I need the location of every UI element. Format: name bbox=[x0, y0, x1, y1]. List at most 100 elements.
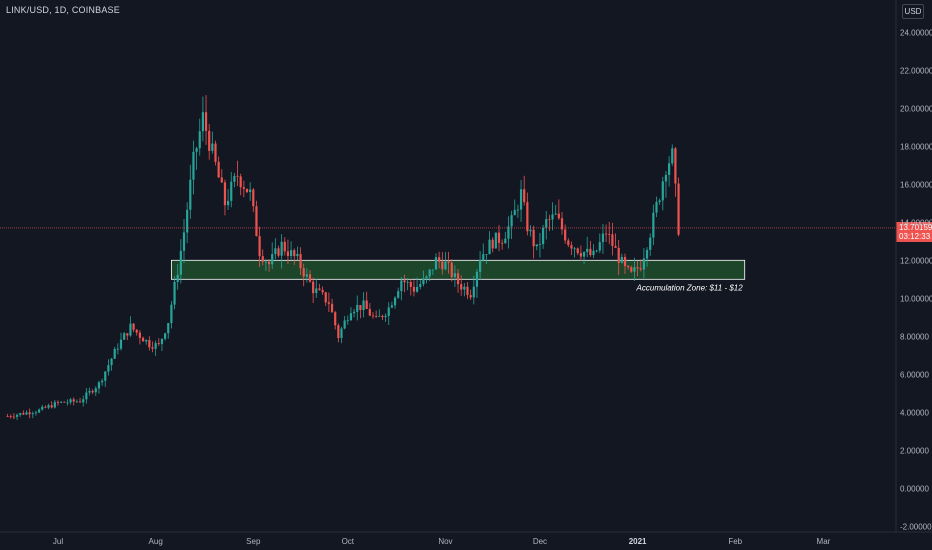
candle-body bbox=[6, 416, 9, 417]
candle-body bbox=[315, 288, 318, 294]
candle bbox=[91, 389, 94, 395]
candle-body bbox=[645, 249, 649, 259]
candle-body bbox=[456, 273, 460, 285]
current-price-badge bbox=[896, 221, 932, 242]
candle-body bbox=[189, 179, 192, 210]
candle-body bbox=[482, 254, 485, 261]
candle-body bbox=[334, 312, 337, 326]
candle-body bbox=[601, 233, 605, 243]
candle bbox=[274, 238, 277, 260]
candle bbox=[513, 199, 516, 216]
candle bbox=[611, 222, 614, 256]
candle bbox=[456, 268, 460, 293]
candle bbox=[53, 399, 56, 409]
candle bbox=[283, 237, 286, 256]
candle-body bbox=[466, 286, 469, 296]
candle bbox=[346, 315, 349, 325]
price-tick-label: 10.00000 bbox=[900, 294, 932, 303]
candle-body bbox=[299, 253, 302, 269]
candle bbox=[564, 224, 567, 244]
candle-body bbox=[359, 304, 362, 311]
candle bbox=[633, 257, 636, 282]
candle bbox=[267, 259, 271, 272]
candle bbox=[173, 276, 176, 310]
candle-body bbox=[280, 241, 283, 256]
candle-body bbox=[211, 143, 214, 151]
candle-body bbox=[479, 260, 482, 272]
candle-body bbox=[186, 209, 189, 233]
candle-body bbox=[633, 267, 636, 272]
candle bbox=[592, 244, 595, 259]
candle bbox=[132, 323, 135, 333]
candle bbox=[126, 333, 129, 341]
candle bbox=[195, 146, 198, 170]
time-tick-label: Jul bbox=[53, 537, 63, 546]
candle bbox=[164, 332, 167, 341]
candle bbox=[204, 95, 208, 145]
candle-body bbox=[579, 253, 582, 257]
candle-body bbox=[346, 320, 349, 321]
candle bbox=[50, 401, 53, 409]
price-tick-label: 8.00000 bbox=[900, 332, 929, 341]
time-tick-label: Nov bbox=[438, 537, 452, 546]
candle-body bbox=[182, 232, 186, 251]
candle-body bbox=[349, 313, 353, 321]
candle-body bbox=[293, 250, 296, 257]
candle bbox=[176, 264, 179, 290]
candle bbox=[315, 278, 318, 298]
time-tick-label: Dec bbox=[533, 537, 547, 546]
chart-symbol-title: LINK/USD, 1D, COINBASE bbox=[6, 5, 120, 15]
candle-body bbox=[252, 189, 255, 207]
candle-body bbox=[148, 339, 151, 348]
candle-body bbox=[447, 261, 450, 263]
candle bbox=[277, 245, 280, 258]
time-tick-label: Aug bbox=[149, 537, 163, 546]
candle bbox=[671, 144, 674, 166]
candle-body bbox=[526, 202, 529, 232]
candle-body bbox=[28, 412, 31, 415]
candle-body bbox=[548, 219, 551, 220]
candle-body bbox=[321, 289, 324, 293]
candle bbox=[353, 308, 356, 318]
candle bbox=[516, 204, 519, 218]
current-price-label: 13.70159 bbox=[899, 223, 932, 232]
candle bbox=[321, 286, 324, 295]
candle-body bbox=[56, 402, 60, 403]
candle-body bbox=[438, 257, 441, 262]
candle-body bbox=[327, 302, 330, 304]
candle bbox=[211, 131, 214, 154]
candle-body bbox=[582, 252, 586, 257]
candle bbox=[463, 283, 466, 297]
currency-selector-button[interactable]: USD bbox=[902, 4, 924, 19]
candle bbox=[349, 307, 353, 322]
candle-body bbox=[409, 281, 412, 287]
candle-body bbox=[173, 281, 176, 305]
candle-body bbox=[400, 280, 403, 292]
candle-body bbox=[475, 271, 479, 287]
candle-body bbox=[431, 269, 434, 271]
candle bbox=[658, 198, 661, 205]
candle-body bbox=[469, 295, 472, 298]
candle bbox=[425, 275, 428, 284]
price-tick-label: 16.00000 bbox=[900, 180, 932, 189]
candle bbox=[664, 170, 668, 198]
candle bbox=[677, 177, 680, 237]
candle bbox=[6, 413, 9, 417]
candle-body bbox=[101, 380, 104, 383]
candle-body bbox=[107, 365, 110, 372]
candle-body bbox=[113, 348, 116, 359]
candle bbox=[214, 140, 217, 166]
candle bbox=[573, 247, 576, 258]
candle bbox=[532, 225, 535, 259]
candle-body bbox=[491, 239, 494, 249]
candle bbox=[9, 414, 12, 419]
candle-body bbox=[208, 130, 211, 151]
candle-body bbox=[557, 213, 560, 219]
candle-body bbox=[586, 248, 589, 253]
candle-body bbox=[305, 274, 308, 277]
candle-body bbox=[630, 267, 633, 272]
candle-body bbox=[141, 337, 145, 342]
candle bbox=[41, 404, 44, 411]
candle-body bbox=[154, 343, 157, 349]
